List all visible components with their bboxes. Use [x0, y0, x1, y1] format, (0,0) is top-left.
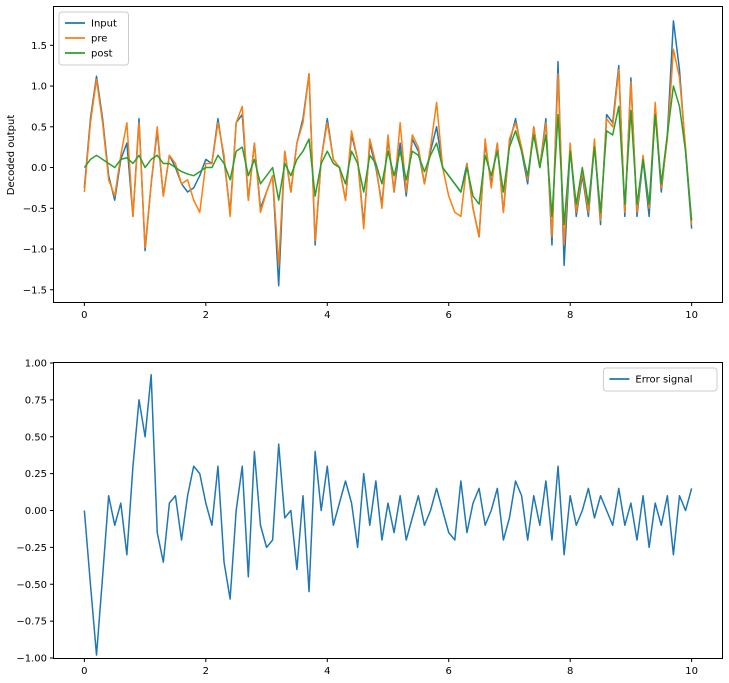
decoded-output-plot: 0 2 4 6 8 10 −1.5 −1.0 −0.5 0.0 0.5 1.0 1.5 Decoded…	[6, 6, 723, 321]
y-tick-label: −0.50	[16, 580, 47, 591]
y-tick-label: −1.0	[23, 245, 47, 256]
legend-label: pre	[91, 34, 107, 45]
y-tick-label: 0.0	[31, 163, 47, 174]
error-signal-plot: 0 2 4 6 8 10 −1.00 −0.75 −0.50 −0.25 0.00 0.25 0.50…	[16, 359, 723, 677]
y-tick-label: 1.5	[31, 41, 47, 52]
x-tick-label: 6	[446, 666, 452, 677]
x-tick-label: 4	[324, 310, 330, 321]
legend-label: Input	[91, 19, 117, 30]
y-tick-label: −0.5	[23, 204, 47, 215]
y-tick-label: 1.0	[31, 82, 47, 93]
x-tick-label: 4	[324, 666, 330, 677]
x-tick-label: 0	[81, 310, 87, 321]
series-line-post	[83, 85, 693, 226]
y-tick-label: 0.5	[31, 122, 47, 133]
x-tick-label: 10	[685, 666, 698, 677]
x-tick-label: 0	[81, 666, 87, 677]
y-tick-label: 0.00	[25, 506, 47, 517]
x-tick-label: 10	[685, 310, 698, 321]
y-tick-label: −1.00	[16, 654, 47, 665]
x-tick-label: 8	[567, 666, 573, 677]
x-tick-label: 2	[203, 310, 209, 321]
y-tick-label: 0.50	[25, 432, 47, 443]
y-tick-label: 1.00	[25, 359, 47, 370]
x-tick-label: 8	[567, 310, 573, 321]
legend: Error signal	[602, 367, 718, 392]
y-tick-label: 0.75	[25, 395, 47, 406]
y-tick-label: −0.25	[16, 543, 47, 554]
legend-label: Error signal	[635, 375, 692, 386]
y-tick-label: 0.25	[25, 469, 47, 480]
legend: Input pre post	[58, 11, 129, 66]
x-tick-label: 2	[203, 666, 209, 677]
y-tick-label: −0.75	[16, 617, 47, 628]
x-tick-label: 6	[446, 310, 452, 321]
y-tick-label: −1.5	[23, 285, 47, 296]
series-line-error-signal	[83, 374, 693, 656]
legend-label: post	[91, 49, 113, 60]
y-axis-label: Decoded output	[6, 115, 17, 196]
